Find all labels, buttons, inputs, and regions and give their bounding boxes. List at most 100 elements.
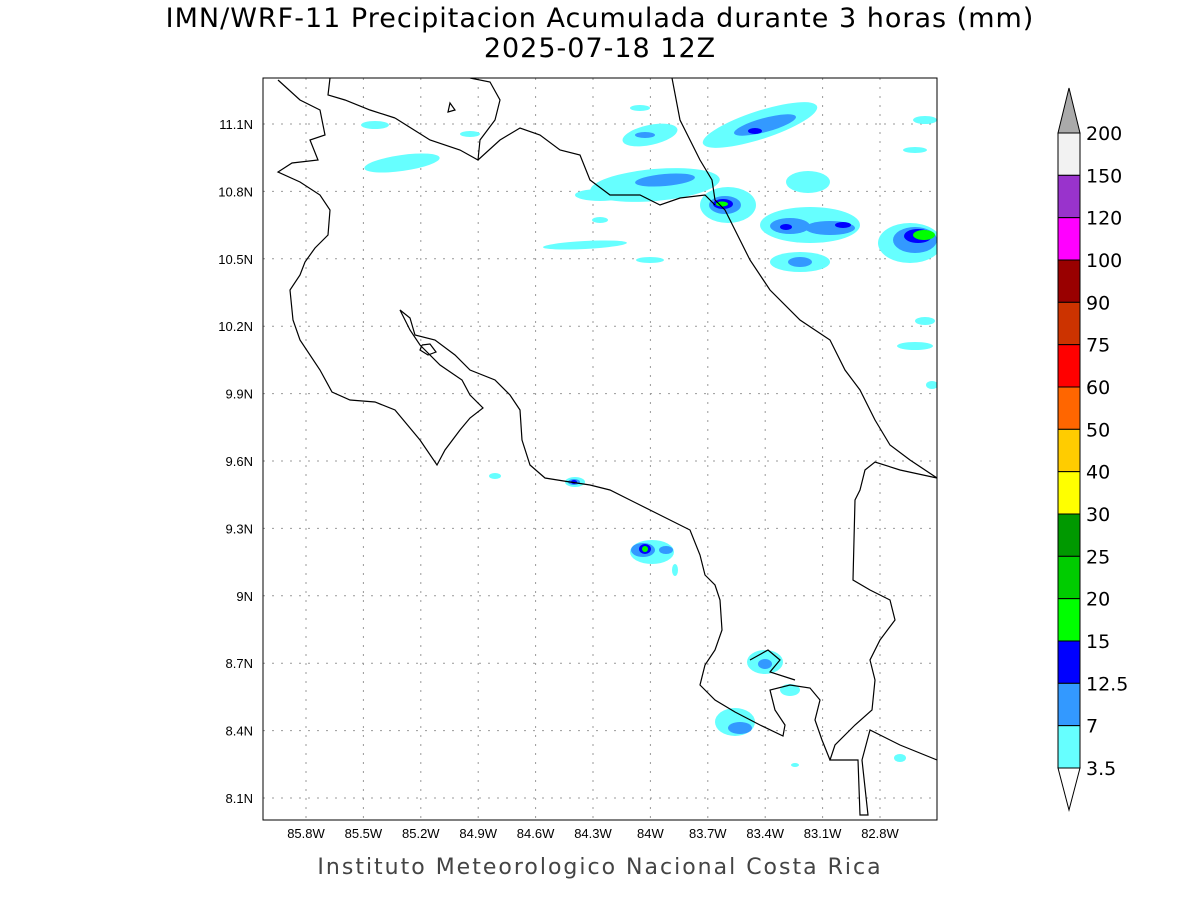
precip-area (728, 722, 752, 734)
lat-tick-label: 9.9N (226, 387, 253, 402)
nicaragua-border (394, 117, 716, 206)
colorbar-label: 75 (1086, 335, 1110, 357)
colorbar-swatch (1057, 555, 1081, 600)
pacific-coastline (276, 79, 831, 761)
precip-area (897, 342, 933, 350)
precip-area (575, 189, 625, 201)
lon-tick-label: 84.6W (517, 826, 555, 841)
precip-area (716, 201, 728, 207)
precip-area (543, 240, 627, 250)
precip-area (630, 105, 650, 111)
longitude-labels: 85.8W 85.5W 85.2W 84.9W 84.6W 84.3W 84W 83.7W 83… (287, 826, 899, 841)
precip-area (636, 257, 664, 263)
lon-tick-label: 85.8W (287, 826, 325, 841)
colorbar-label: 25 (1086, 546, 1110, 568)
panama-border (829, 461, 937, 816)
colorbar-label: 50 (1086, 419, 1110, 441)
precipitation-field (361, 102, 937, 767)
colorbar-label: 3.5 (1086, 758, 1116, 780)
colorbar-label: 120 (1086, 208, 1122, 230)
small-island (447, 101, 456, 113)
colorbar-over-arrow (1057, 87, 1081, 134)
colorbar-swatch (1057, 428, 1081, 473)
lat-tick-label: 10.2N (218, 319, 253, 334)
colorbar-label: 12.5 (1086, 673, 1128, 695)
precip-area (835, 222, 851, 228)
precip-area (780, 224, 792, 230)
colorbar-swatch (1057, 386, 1081, 430)
coastlines-borders (276, 78, 937, 816)
lat-tick-label: 10.5N (218, 252, 253, 267)
precip-area (913, 116, 937, 124)
colorbar-label: 30 (1086, 504, 1110, 526)
colorbar-swatch (1057, 640, 1081, 684)
lat-tick-label: 8.4N (226, 724, 253, 739)
lat-tick-label: 8.7N (226, 656, 253, 671)
precip-area (786, 171, 830, 193)
colorbar-swatch (1057, 682, 1081, 727)
precip-area (758, 659, 772, 669)
precip-area (642, 546, 648, 552)
lon-tick-label: 82.8W (861, 826, 899, 841)
lon-tick-label: 84W (637, 826, 664, 841)
lat-tick-label: 8.1N (226, 791, 253, 806)
colorbar-swatch (1057, 344, 1081, 388)
osa-peninsula (749, 649, 796, 681)
precip-area (780, 684, 800, 696)
precip-area (915, 317, 935, 325)
colorbar-label: 150 (1086, 165, 1122, 187)
precip-area (748, 128, 762, 134)
colorbar-swatch (1057, 598, 1081, 642)
colorbar-label: 7 (1086, 716, 1098, 738)
precip-area (635, 132, 655, 138)
precip-area (635, 173, 695, 187)
nicoya-gulf-island (419, 343, 437, 356)
colorbar-swatch (1057, 513, 1081, 557)
precip-area (672, 564, 678, 576)
lon-tick-label: 85.5W (345, 826, 383, 841)
lon-tick-label: 83.7W (689, 826, 727, 841)
latitude-labels: 11.1N 10.8N 10.5N 10.2N 9.9N 9.6N 9.3N 9N 8.7N 8.… (218, 117, 253, 806)
lat-tick-label: 10.8N (218, 184, 253, 199)
precip-area (913, 230, 935, 240)
colorbar-swatch (1057, 132, 1081, 176)
colorbar-legend: 200 150 120 100 90 75 60 50 40 30 25 20 15 12.5 7 3.5 (1057, 87, 1128, 812)
lat-tick-label: 9.3N (226, 521, 253, 536)
colorbar-label: 100 (1086, 250, 1122, 272)
lat-tick-label: 11.1N (219, 117, 253, 132)
precip-area (894, 754, 906, 762)
lat-tick-label: 9.6N (226, 454, 253, 469)
colorbar-label: 15 (1086, 631, 1110, 653)
colorbar-swatch (1057, 301, 1081, 346)
precip-area (659, 546, 673, 554)
map-datetime: 2025-07-18 12Z (483, 33, 717, 64)
precip-area (592, 217, 608, 223)
lon-tick-label: 83.4W (746, 826, 784, 841)
lon-tick-label: 84.3W (574, 826, 612, 841)
caribbean-coastline (671, 78, 937, 479)
lon-tick-label: 85.2W (402, 826, 440, 841)
lake-shore (327, 78, 396, 119)
precip-area (364, 153, 440, 173)
precip-area (489, 473, 501, 479)
precip-area (926, 381, 937, 389)
precip-area (788, 257, 812, 267)
colorbar-swatch (1057, 259, 1081, 303)
map-frame (262, 77, 938, 821)
colorbar-label: 60 (1086, 377, 1110, 399)
colorbar-swatch (1057, 174, 1081, 219)
colorbar-label: 20 (1086, 589, 1110, 611)
precip-area (791, 763, 799, 767)
precip-area (460, 131, 480, 137)
colorbar-label: 40 (1086, 462, 1110, 484)
grid-lines (263, 78, 937, 820)
colorbar-swatch (1057, 725, 1081, 769)
lon-tick-label: 84.9W (459, 826, 497, 841)
north-shore (469, 78, 501, 161)
lat-tick-label: 9N (236, 589, 253, 604)
colorbar-swatch (1057, 471, 1081, 515)
colorbar-swatch (1057, 217, 1081, 261)
precip-area (361, 121, 389, 129)
map-title: IMN/WRF-11 Precipitacion Acumulada duran… (165, 3, 1035, 34)
